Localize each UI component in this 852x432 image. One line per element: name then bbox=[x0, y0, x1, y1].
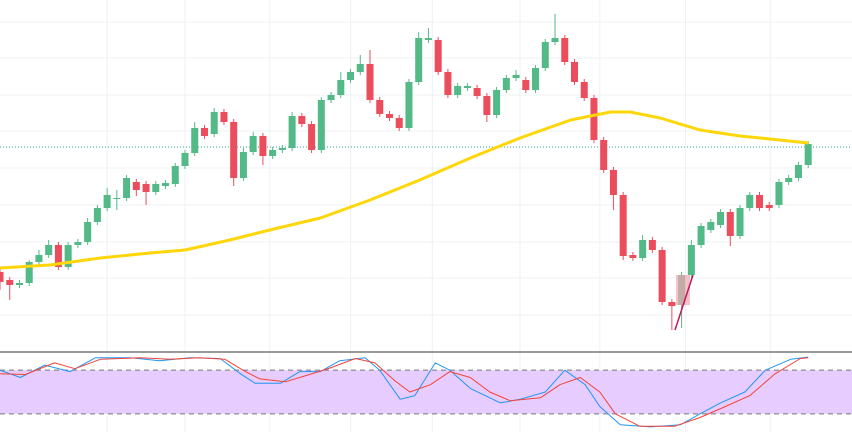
candle-body bbox=[775, 182, 783, 205]
candle-body bbox=[717, 212, 725, 225]
candle-body bbox=[551, 38, 559, 42]
candle-body bbox=[308, 124, 316, 150]
candle-body bbox=[93, 208, 101, 222]
series-line bbox=[0, 110, 809, 270]
candle-body bbox=[434, 40, 442, 72]
candle-body bbox=[210, 112, 218, 134]
candle-body bbox=[512, 75, 520, 78]
candle-body bbox=[337, 80, 345, 95]
oscillator-pane bbox=[0, 356, 852, 428]
candle-body bbox=[532, 68, 540, 90]
candle-body bbox=[103, 195, 111, 208]
candle-body bbox=[726, 212, 734, 236]
candle-body bbox=[444, 72, 452, 95]
candle-body bbox=[74, 242, 82, 245]
candle-body bbox=[600, 140, 608, 170]
candle-body bbox=[502, 78, 510, 90]
candle-body bbox=[804, 144, 812, 165]
candle-body bbox=[590, 98, 598, 140]
candle-body bbox=[648, 240, 656, 250]
candle-body bbox=[736, 208, 744, 236]
candle-body bbox=[376, 100, 384, 114]
candle-body bbox=[132, 182, 140, 190]
candle-body bbox=[785, 178, 793, 182]
candle-body bbox=[259, 136, 267, 156]
candle-body bbox=[15, 283, 23, 285]
candle-body bbox=[619, 195, 627, 256]
candle-body bbox=[230, 122, 238, 178]
candle-body bbox=[200, 128, 208, 136]
candle-body bbox=[181, 153, 189, 166]
candle-body bbox=[366, 64, 374, 100]
candle-body bbox=[561, 38, 569, 62]
series-line bbox=[0, 357, 809, 427]
candle-body bbox=[454, 86, 462, 95]
candle-body bbox=[424, 38, 432, 40]
candle-body bbox=[755, 195, 764, 208]
candle-body bbox=[483, 96, 491, 115]
candle-body bbox=[152, 184, 160, 192]
candle-body bbox=[522, 80, 530, 90]
candle-body bbox=[239, 152, 247, 178]
candle-body bbox=[356, 64, 364, 72]
candle-body bbox=[629, 255, 637, 258]
candle-body bbox=[658, 250, 666, 302]
candle-body bbox=[298, 116, 306, 124]
candle-body bbox=[687, 245, 695, 275]
candle-body bbox=[45, 245, 53, 255]
candle-body bbox=[639, 240, 647, 258]
trend-drawing bbox=[674, 274, 694, 331]
candle-body bbox=[317, 100, 325, 150]
candle-body bbox=[609, 170, 617, 195]
candle-body bbox=[35, 255, 43, 262]
candle-body bbox=[580, 82, 588, 98]
candle-body bbox=[746, 195, 754, 208]
candle-body bbox=[473, 88, 481, 96]
candle-body bbox=[123, 178, 131, 198]
candle-body bbox=[707, 222, 715, 230]
candle-body bbox=[765, 205, 773, 208]
candle-body bbox=[54, 245, 62, 267]
candle-body bbox=[25, 262, 33, 283]
candle-body bbox=[6, 280, 14, 285]
candle-body bbox=[288, 116, 296, 148]
candle-body bbox=[249, 136, 257, 152]
candle-body bbox=[0, 272, 4, 282]
candle-body bbox=[541, 42, 549, 68]
candle-body bbox=[385, 114, 393, 118]
candle-body bbox=[220, 112, 228, 122]
candle-body bbox=[347, 72, 355, 80]
highlight-box bbox=[676, 275, 690, 305]
candle-body bbox=[269, 150, 277, 156]
candle-body bbox=[415, 38, 423, 82]
candle-body bbox=[395, 118, 403, 128]
candle-body bbox=[570, 62, 578, 82]
candle-body bbox=[697, 226, 705, 245]
candle-body bbox=[171, 166, 179, 184]
candle-body bbox=[191, 128, 199, 153]
candle-body bbox=[64, 245, 72, 267]
candle-body bbox=[162, 183, 170, 186]
candle-body bbox=[668, 302, 676, 306]
candle-body bbox=[278, 148, 286, 150]
candle-body bbox=[463, 86, 471, 88]
candle-body bbox=[794, 165, 802, 178]
candle-body bbox=[84, 222, 92, 242]
candle-body bbox=[493, 90, 501, 115]
candle-body bbox=[327, 95, 335, 100]
candle-body bbox=[142, 184, 150, 192]
candle-body bbox=[113, 198, 121, 199]
candle-body bbox=[405, 82, 413, 128]
